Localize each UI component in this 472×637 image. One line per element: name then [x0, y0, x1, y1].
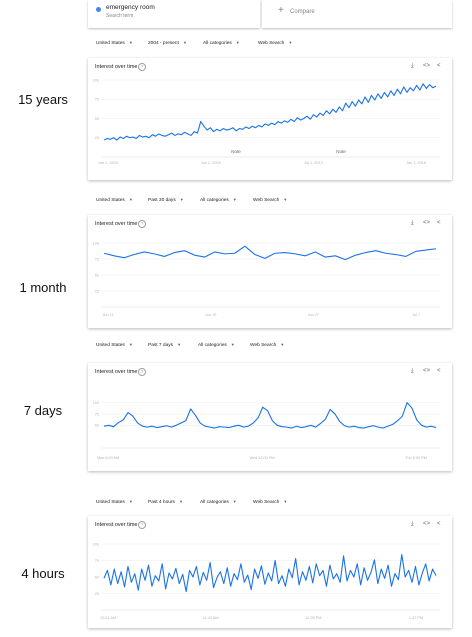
filter-time-range[interactable]: 2004 - present ▼ — [148, 40, 187, 46]
filter-bar: United States ▼ Past 4 hours ▼ All categor… — [88, 497, 452, 509]
chart-card-7-days: Interest over time ? ⤓ <> < 100 75 50 Mon 6… — [88, 363, 452, 471]
x-tick-label: 12:39 PM — [305, 616, 321, 620]
line-chart: 100 75 50 25 Jun 11 Jun 19 Jun 27 Jul 7 — [93, 241, 440, 317]
chart-card-15-years: Interest over time ? ⤓ <> < 100 75 50 25 Jan… — [88, 58, 452, 180]
y-tick-label: 100 — [93, 542, 99, 546]
chart-note: Note — [231, 149, 241, 154]
filter-region[interactable]: United States ▼ — [96, 499, 133, 505]
embed-icon[interactable]: <> — [423, 521, 431, 527]
chart-card-1-month: Interest over time ? ⤓ <> < 100 75 50 25 Jun… — [88, 215, 452, 328]
panel-label-4-hours: 4 hours — [21, 566, 65, 581]
x-tick-label: 11:43 AM — [203, 616, 219, 620]
y-tick-label: 100 — [93, 401, 99, 405]
y-tick-label: 25 — [95, 592, 99, 596]
chart-note: Note — [336, 149, 346, 154]
x-tick-label: 10:51 AM — [100, 616, 116, 620]
y-tick-label: 75 — [95, 98, 99, 102]
series-color-dot — [96, 7, 101, 12]
y-tick-label: 100 — [93, 78, 99, 82]
y-tick-label: 100 — [93, 241, 99, 245]
series-line — [103, 245, 437, 261]
filter-time-range[interactable]: Past 4 hours ▼ — [148, 499, 183, 505]
help-icon[interactable]: ? — [138, 220, 146, 228]
share-icon[interactable]: < — [437, 220, 441, 226]
search-term-name: emergency room — [106, 4, 155, 11]
y-tick-label: 75 — [95, 257, 99, 261]
filter-search-type[interactable]: Web Search ▼ — [253, 197, 288, 203]
y-tick-label: 75 — [95, 559, 99, 563]
y-tick-label: 75 — [95, 412, 99, 416]
filter-region[interactable]: United States ▼ — [96, 342, 133, 348]
x-tick-label: Jun 19 — [205, 313, 216, 317]
x-tick-label: Wed 12:00 PM — [249, 456, 274, 460]
y-tick-label: 50 — [95, 273, 99, 277]
filter-time-range[interactable]: Past 7 days ▼ — [148, 342, 182, 348]
filter-category[interactable]: All categories ▼ — [200, 499, 237, 505]
x-tick-label: 1:37 PM — [409, 616, 423, 620]
filter-bar: United States ▼ Past 7 days ▼ All categori… — [88, 340, 452, 352]
filter-time-range[interactable]: Past 30 days ▼ — [148, 197, 184, 203]
chart-card-4-hours: Interest over time ? ⤓ <> < 100 75 50 25 10:… — [88, 516, 452, 628]
y-tick-label: 50 — [95, 117, 99, 121]
chart-title: Interest over time — [95, 221, 138, 227]
x-tick-label: Thu 5:00 PM — [405, 456, 427, 460]
series-line — [103, 83, 437, 141]
x-tick-label: Jun 27 — [308, 313, 319, 317]
y-tick-label: 25 — [95, 289, 99, 293]
search-term-subtitle: Search term — [106, 13, 134, 19]
filter-search-type[interactable]: Web Search ▼ — [253, 499, 288, 505]
search-term-card[interactable]: emergency room Search term — [88, 0, 260, 28]
panel-label-1-month: 1 month — [19, 280, 67, 295]
x-tick-label: Jan 1, 2004 — [98, 161, 118, 165]
x-tick-label: Mon 6:00 AM — [97, 456, 119, 460]
x-tick-label: Jul 7 — [412, 313, 420, 317]
panel-label-15-years: 15 years — [18, 92, 68, 107]
x-tick-label: Jan 1, 2018 — [406, 161, 426, 165]
chart-title: Interest over time — [95, 369, 138, 375]
download-icon[interactable]: ⤓ — [411, 63, 414, 69]
chart-title: Interest over time — [95, 522, 138, 528]
filter-category[interactable]: All categories ▼ — [203, 40, 240, 46]
x-tick-label: Jan 1, 2009 — [201, 161, 221, 165]
help-icon[interactable]: ? — [138, 521, 146, 529]
panel-label-7-days: 7 days — [23, 403, 63, 418]
download-icon[interactable]: ⤓ — [411, 368, 414, 374]
embed-icon[interactable]: <> — [423, 368, 431, 374]
x-tick-label: Jul 1, 2013 — [304, 161, 323, 165]
filter-category[interactable]: All categories ▼ — [198, 342, 235, 348]
download-icon[interactable]: ⤓ — [411, 521, 414, 527]
series-line — [103, 402, 437, 429]
embed-icon[interactable]: <> — [423, 220, 431, 226]
y-tick-label: 50 — [95, 575, 99, 579]
chart-title: Interest over time — [95, 64, 138, 70]
compare-label: Compare — [290, 9, 315, 15]
filter-bar: United States ▼ Past 30 days ▼ All categor… — [88, 195, 452, 207]
series-line — [103, 554, 437, 593]
filter-category[interactable]: All categories ▼ — [200, 197, 237, 203]
share-icon[interactable]: < — [437, 521, 441, 527]
help-icon[interactable]: ? — [138, 368, 146, 376]
line-chart: 100 75 50 25 10:51 AM 11:43 AM 12:39 PM 1:37 PM — [93, 542, 440, 620]
line-chart: 100 75 50 Mon 6:00 AM Wed 12:00 PM Thu 5:00 P… — [93, 401, 440, 460]
y-tick-label: 25 — [95, 136, 99, 140]
x-tick-label: Jun 11 — [102, 313, 113, 317]
line-chart: 100 75 50 25 Jan 1, 2004 Jan 1, 2009 Jul 1, 20… — [93, 78, 440, 165]
filter-search-type[interactable]: Web Search ▼ — [250, 342, 285, 348]
download-icon[interactable]: ⤓ — [411, 220, 414, 226]
embed-icon[interactable]: <> — [423, 63, 431, 69]
share-icon[interactable]: < — [437, 63, 441, 69]
y-tick-label: 50 — [95, 424, 99, 428]
help-icon[interactable]: ? — [138, 63, 146, 71]
filter-region[interactable]: United States ▼ — [96, 197, 133, 203]
filter-bar: United States ▼ 2004 - present ▼ All categ… — [88, 38, 452, 50]
compare-button[interactable]: + Compare — [262, 0, 452, 28]
filter-search-type[interactable]: Web Search ▼ — [258, 40, 293, 46]
share-icon[interactable]: < — [437, 368, 441, 374]
filter-region[interactable]: United States ▼ — [96, 40, 133, 46]
plus-icon: + — [278, 5, 284, 16]
